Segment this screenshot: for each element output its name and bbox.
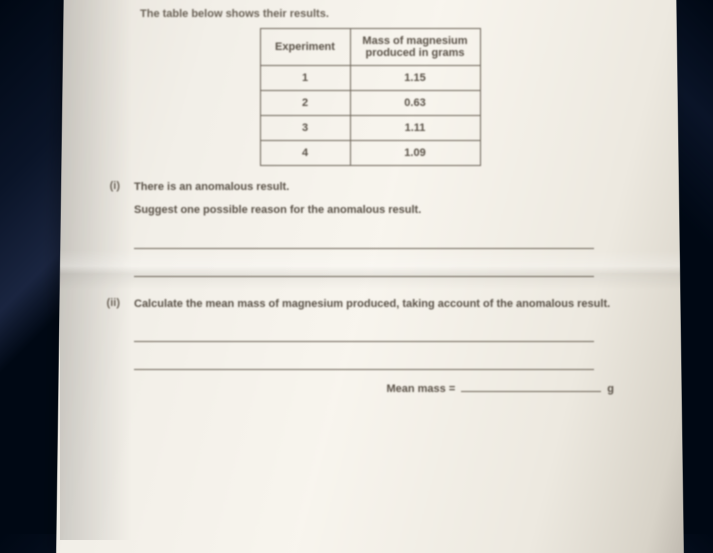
question-ii: (ii) Calculate the mean mass of magnesiu… xyxy=(100,297,640,395)
cell-mass-3: 1.11 xyxy=(350,116,480,141)
cell-exp-4: 4 xyxy=(260,141,350,166)
cell-exp-2: 2 xyxy=(260,91,350,116)
answer-line xyxy=(134,227,594,249)
col-header-mass: Mass of magnesium produced in grams xyxy=(350,29,480,66)
question-i-body: There is an anomalous result. Suggest on… xyxy=(134,180,640,283)
question-i-number: (i) xyxy=(100,180,120,283)
results-table-wrap: Experiment Mass of magnesium produced in… xyxy=(100,28,640,166)
cell-mass-4: 1.09 xyxy=(350,141,480,166)
answer-line xyxy=(134,255,594,277)
question-i-line2: Suggest one possible reason for the anom… xyxy=(134,203,640,218)
question-i: (i) There is an anomalous result. Sugges… xyxy=(100,180,640,283)
worksheet-content: The table below shows their results. Exp… xyxy=(100,8,640,399)
answer-line xyxy=(134,348,594,370)
cell-mass-1: 1.15 xyxy=(350,66,480,91)
mean-mass-row: Mean mass = g xyxy=(134,378,614,395)
intro-text: The table below shows their results. xyxy=(140,8,640,20)
cell-exp-3: 3 xyxy=(260,116,350,141)
mean-mass-label: Mean mass = xyxy=(386,383,455,395)
question-ii-line1: Calculate the mean mass of magnesium pro… xyxy=(134,297,640,312)
mean-mass-blank xyxy=(461,378,601,392)
cell-mass-2: 0.63 xyxy=(350,91,480,116)
mean-mass-unit: g xyxy=(607,383,614,395)
results-table: Experiment Mass of magnesium produced in… xyxy=(260,28,481,166)
question-ii-number: (ii) xyxy=(100,297,120,395)
cell-exp-1: 1 xyxy=(260,66,350,91)
col-header-experiment: Experiment xyxy=(260,29,350,66)
question-i-line1: There is an anomalous result. xyxy=(134,180,640,195)
question-ii-body: Calculate the mean mass of magnesium pro… xyxy=(134,297,640,395)
answer-line xyxy=(134,320,594,342)
